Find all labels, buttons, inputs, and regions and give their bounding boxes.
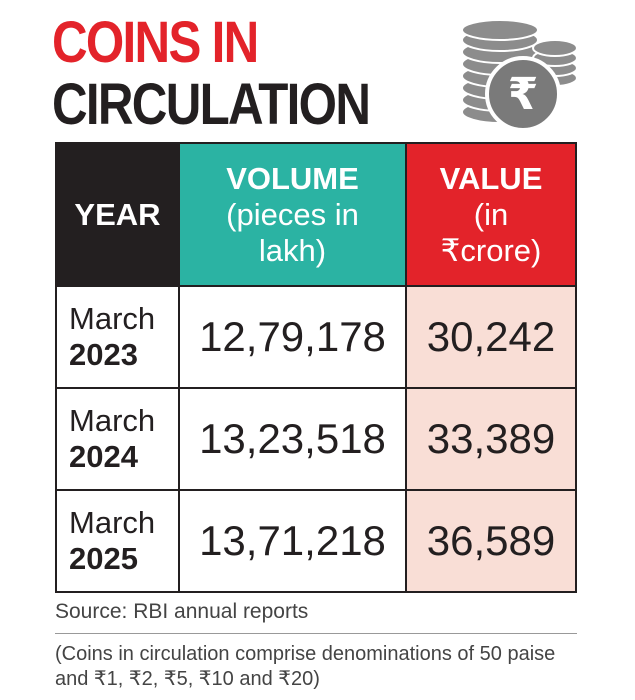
- divider: [55, 633, 577, 634]
- month: March: [69, 505, 156, 540]
- title-line: COINS IN: [52, 10, 259, 75]
- data-table: YEAR VOLUME (pieces in lakh) VALUE (in ₹cr…: [55, 142, 577, 593]
- title-line: CIRCULATION: [52, 72, 371, 137]
- svg-text:₹: ₹: [508, 69, 539, 120]
- column-title: VALUE: [439, 160, 543, 196]
- year: 2023: [69, 337, 138, 372]
- header-cell: YEAR: [55, 142, 180, 287]
- volume-cell: 13,23,518: [178, 387, 407, 491]
- column-subtitle: (in ₹crore): [440, 196, 542, 268]
- note: (Coins in circulation comprise denominat…: [55, 643, 556, 690]
- month: March: [69, 301, 156, 336]
- table-row: March 2024 13,23,518 33,389: [55, 387, 577, 491]
- table-row: March 2025 13,71,218 36,589: [55, 489, 577, 593]
- value-cell: 36,589: [405, 489, 577, 593]
- year-cell: March 2023: [55, 285, 180, 389]
- source: Source: RBI annual reports: [55, 600, 309, 623]
- value-cell: 30,242: [405, 285, 577, 389]
- volume-cell: 13,71,218: [178, 489, 407, 593]
- year: 2025: [69, 541, 138, 576]
- month: March: [69, 403, 156, 438]
- value-cell: 33,389: [405, 387, 577, 491]
- coin-icon: ₹: [461, 19, 578, 132]
- column-subtitle: (pieces in lakh): [226, 196, 359, 268]
- year: 2024: [69, 439, 138, 474]
- volume-cell: 12,79,178: [178, 285, 407, 389]
- year-cell: March 2025: [55, 489, 180, 593]
- table-row: March 2023 12,79,178 30,242: [55, 285, 577, 389]
- header-cell: VOLUME (pieces in lakh): [178, 142, 407, 287]
- column-title: VOLUME: [226, 160, 359, 196]
- header-cell: VALUE (in ₹crore): [405, 142, 577, 287]
- table-body: March 2023 12,79,178 30,242 March 2024 13,23,5…: [55, 285, 577, 593]
- column-title: YEAR: [74, 196, 161, 232]
- year-cell: March 2024: [55, 387, 180, 491]
